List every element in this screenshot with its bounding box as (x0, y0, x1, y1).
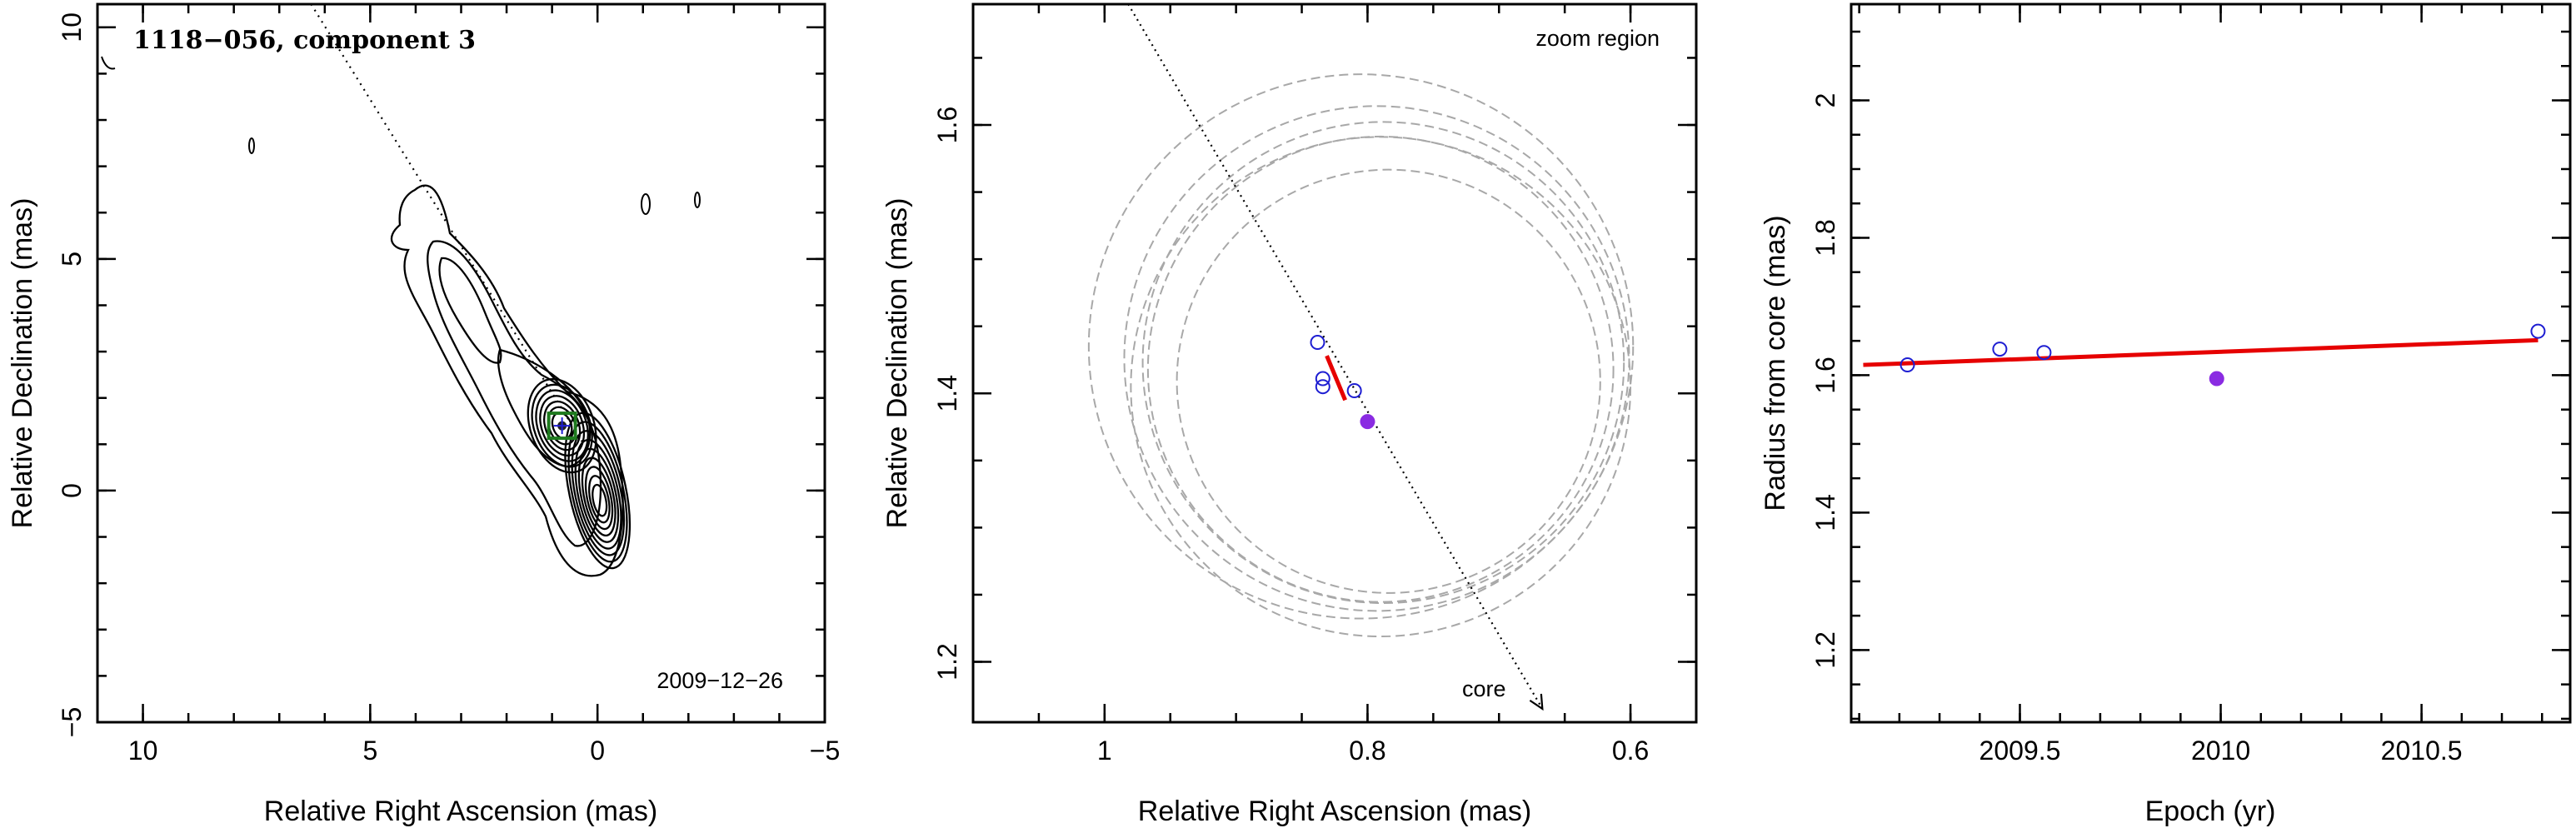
component-contour (543, 400, 582, 451)
core-contour (588, 475, 611, 524)
y-axis-label: Relative Declination (mas) (7, 198, 38, 529)
error-circle (1130, 136, 1632, 638)
core-contour (564, 412, 632, 570)
data-point-filled (1360, 414, 1375, 430)
error-circle (1123, 105, 1630, 612)
noise-contour (248, 137, 255, 154)
data-point-open (1346, 383, 1362, 399)
core-arrowhead (1529, 693, 1544, 711)
error-circle (1176, 168, 1601, 594)
core-direction-line (1127, 4, 1544, 710)
y-tick-label: −5 (57, 707, 87, 737)
contour-lines (101, 56, 701, 577)
data-point-open (1992, 342, 2008, 357)
inner-contour (497, 348, 592, 468)
data-point-open (1315, 371, 1330, 387)
component-contour (539, 395, 586, 456)
data-point-filled (2209, 371, 2224, 387)
data-point-open (2530, 323, 2546, 339)
panel-contour-map: 10 5 0 −5 −5 0 5 10 1118−056, component 3 2009−… (7, 2, 840, 827)
plot-frame (1850, 2, 2572, 724)
plot-frame (971, 2, 1698, 724)
x-tick-label: 0.6 (1612, 736, 1649, 766)
y-tick-label: 1.4 (932, 375, 962, 412)
data-point-open (1315, 379, 1330, 395)
core-contour (592, 483, 608, 517)
fit-line (1863, 337, 2539, 367)
data-point-open (1900, 357, 1915, 373)
outer-contour (427, 240, 602, 547)
core-contour (577, 447, 620, 543)
component-contour (535, 389, 589, 462)
y-tick-label: 10 (57, 12, 87, 42)
panel-zoom-region: 1 0.8 0.6 1.2 1.4 1.6 zoom region core Relati… (881, 2, 1698, 827)
data-point-open (2036, 345, 2052, 361)
plot-frame (96, 2, 826, 724)
x-tick-label: 10 (128, 736, 158, 766)
y-tick-label: 1.6 (1810, 357, 1840, 393)
y-tick-label: 1.2 (1810, 631, 1840, 668)
component-contour (531, 383, 593, 468)
inner-contour (438, 257, 502, 364)
observation-date-label: 2009−12−26 (656, 668, 783, 693)
zoom-region-box (547, 412, 577, 441)
noise-contour (641, 193, 651, 215)
outer-contour (390, 184, 624, 577)
x-tick-label: 0.8 (1349, 736, 1385, 766)
error-circle (1087, 73, 1635, 620)
x-tick-label: −5 (810, 736, 840, 766)
chart-title: 1118−056, component 3 (133, 26, 476, 55)
y-axis-label: Radius from core (mas) (1760, 215, 1791, 511)
x-axis-label: Relative Right Ascension (mas) (1138, 796, 1531, 827)
y-tick-label: 1.4 (1810, 494, 1840, 531)
y-tick-label: 2 (1810, 93, 1840, 108)
x-tick-label: 2009.5 (1979, 736, 2061, 766)
error-circle (1146, 135, 1615, 603)
core-contour (581, 456, 617, 537)
data-point-open (1310, 335, 1325, 351)
x-axis-label: Epoch (yr) (2145, 796, 2276, 827)
x-axis-label: Relative Right Ascension (mas) (264, 796, 657, 827)
zoom-region-label: zoom region (1535, 26, 1660, 51)
y-tick-label: 0 (57, 483, 87, 498)
noise-contour (694, 192, 701, 208)
x-tick-label: 2010.5 (2381, 736, 2463, 766)
noise-contour (101, 56, 116, 70)
y-tick-label: 5 (57, 252, 87, 267)
component-contour (527, 377, 597, 474)
y-tick-label: 1.2 (932, 643, 962, 680)
fit-segment (1325, 355, 1347, 402)
y-axis-label: Relative Declination (mas) (881, 198, 913, 529)
core-label: core (1462, 676, 1506, 701)
x-tick-label: 5 (362, 736, 377, 766)
y-tick-label: 1.6 (932, 107, 962, 143)
core-contour (584, 466, 614, 531)
x-tick-label: 2010 (2191, 736, 2250, 766)
x-tick-label: 0 (590, 736, 605, 766)
y-tick-label: 1.8 (1810, 219, 1840, 256)
panel-radius-vs-epoch: 2009.5 2010 2010.5 1.2 1.4 1.6 1.8 2 Epoch (yr)… (1760, 2, 2572, 827)
x-tick-label: 1 (1097, 736, 1112, 766)
error-circle (1141, 121, 1625, 605)
